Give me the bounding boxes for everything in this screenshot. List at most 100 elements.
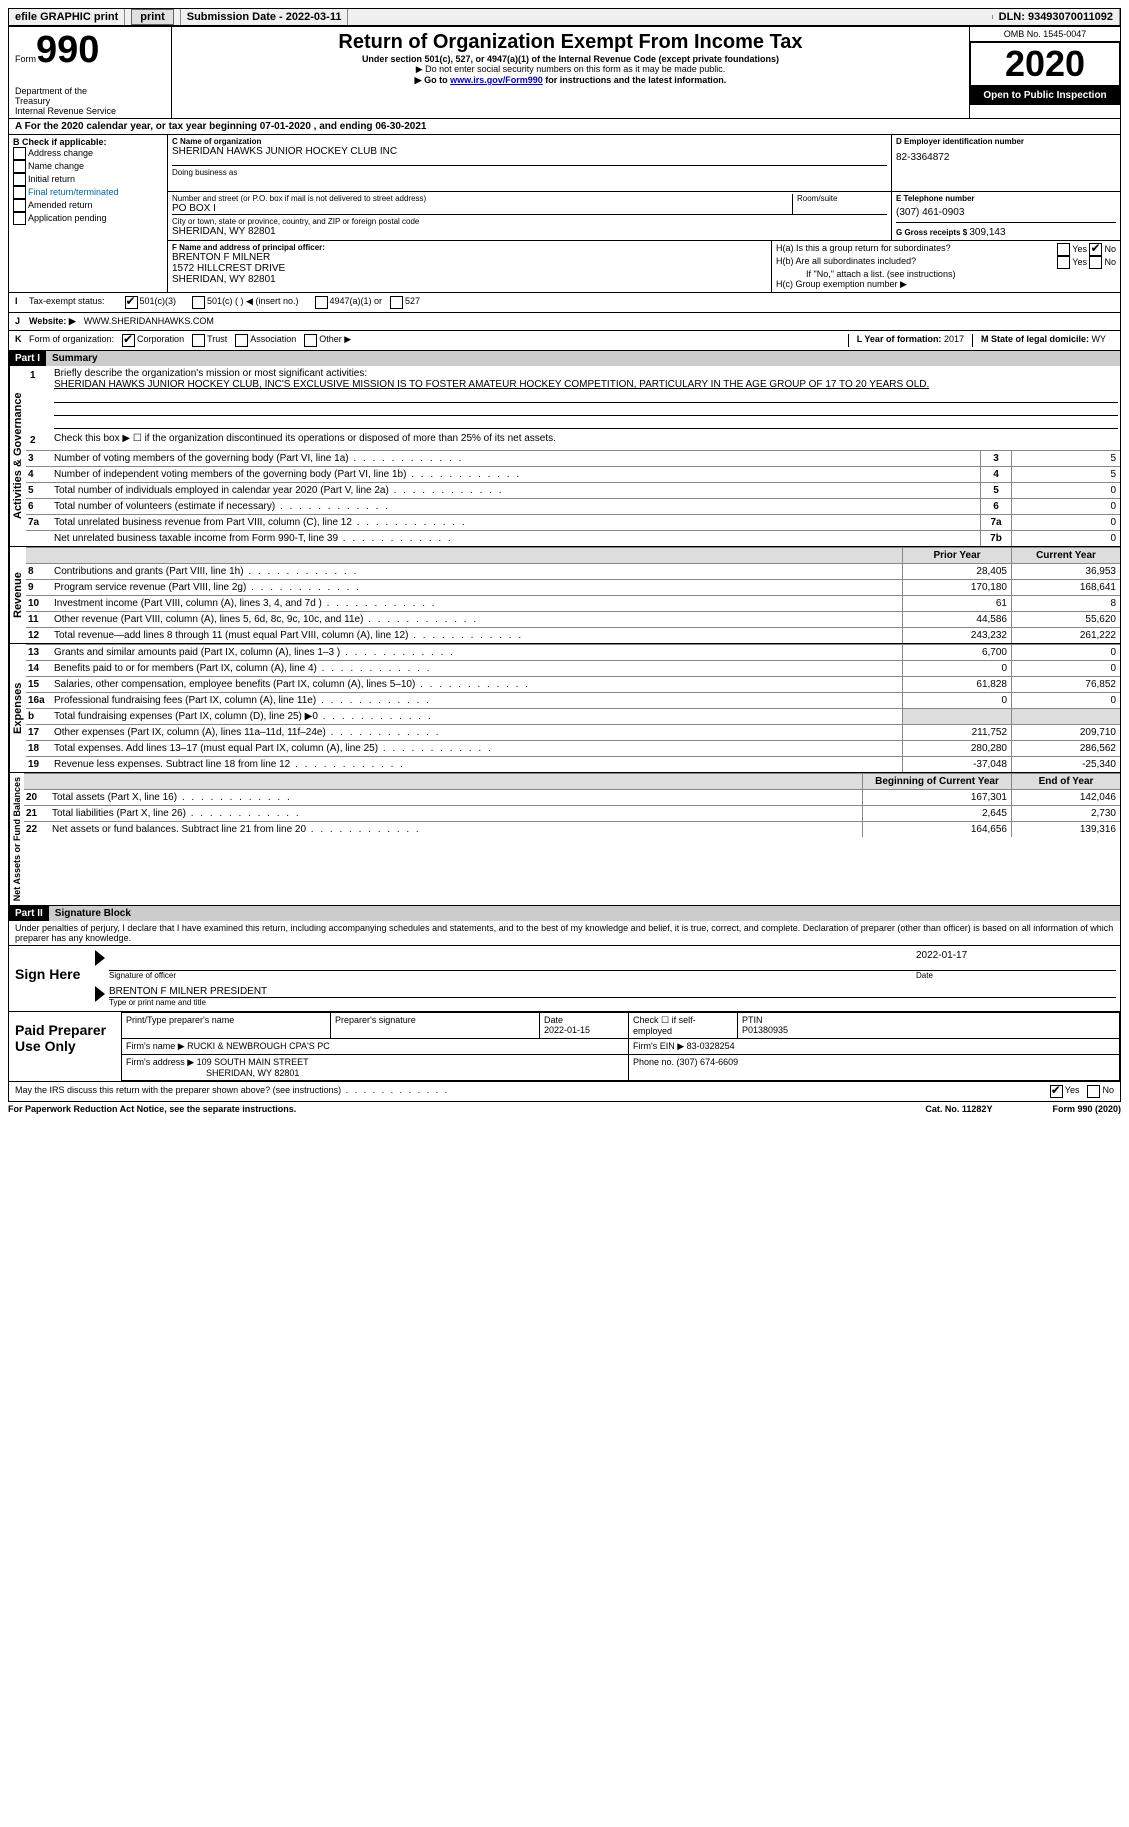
b-opt-0: Address change [13,147,163,160]
net-header: Beginning of Current Year End of Year [24,773,1120,789]
ha-label: H(a) Is this a group return for subordin… [776,243,1057,256]
preparer-table: Print/Type preparer's name Preparer's si… [121,1012,1120,1081]
gov-line: Net unrelated business taxable income fr… [26,530,1120,546]
gov-line: 4Number of independent voting members of… [26,466,1120,482]
state-domicile: WY [1092,334,1107,344]
omb-number: OMB No. 1545-0047 [970,27,1120,42]
data-line: 14Benefits paid to or for members (Part … [26,660,1120,676]
hc-label: H(c) Group exemption number ▶ [776,279,1116,290]
gross-receipts: 309,143 [969,227,1005,238]
vlabel-net: Net Assets or Fund Balances [9,773,24,905]
data-line: 21Total liabilities (Part X, line 26)2,6… [24,805,1120,821]
dln-label: DLN: [999,11,1028,23]
net-block: Net Assets or Fund Balances Beginning of… [8,773,1121,906]
efile-top-bar: efile GRAPHIC print print Submission Dat… [8,8,1121,26]
rev-header: Prior Year Current Year [26,547,1120,563]
self-emp: Check ☐ if self-employed [629,1013,738,1039]
section-i: I Tax-exempt status: 501(c)(3) 501(c) ( … [8,293,1121,313]
chk-501c3 [125,296,138,309]
street-addr: PO BOX I [172,203,792,214]
firm-addr2: SHERIDAN, WY 82801 [126,1068,299,1078]
d-label: D Employer identification number [896,137,1116,146]
dept-line1: Department of the [15,86,165,96]
arrow-icon [95,950,105,966]
data-line: 20Total assets (Part X, line 16)167,3011… [24,789,1120,805]
data-line: 22Net assets or fund balances. Subtract … [24,821,1120,837]
city-label: City or town, state or province, country… [172,217,887,226]
year-formation: 2017 [944,334,964,344]
part1-header: Part I [9,351,46,366]
chk-other [304,334,317,347]
section-k: K Form of organization: Corporation Trus… [8,331,1121,351]
chk-501c [192,296,205,309]
b-label: B Check if applicable: [13,137,163,147]
officer-printed: BRENTON F MILNER PRESIDENT [109,986,1116,998]
irs-link[interactable]: www.irs.gov/Form990 [450,75,543,85]
org-name: SHERIDAN HAWKS JUNIOR HOCKEY CLUB INC [172,146,887,157]
print-button[interactable]: print [131,9,173,25]
tax-year: 2020 [970,42,1120,86]
arrow-icon [95,986,105,1002]
part2-title: Signature Block [49,906,1120,921]
firm-name: RUCKI & NEWBROUGH CPA'S PC [187,1041,330,1051]
identity-block: B Check if applicable: Address change Na… [8,135,1121,293]
mission-text: SHERIDAN HAWKS JUNIOR HOCKEY CLUB, INC'S… [54,379,1118,390]
note2-pre: ▶ Go to [415,75,450,85]
data-line: 19Revenue less expenses. Subtract line 1… [26,756,1120,772]
dba-label: Doing business as [172,168,887,177]
data-line: bTotal fundraising expenses (Part IX, co… [26,708,1120,724]
q2-text: Check this box ▶ ☐ if the organization d… [54,433,1118,448]
room-label: Room/suite [797,194,887,203]
open-public: Open to Public Inspection [970,86,1120,105]
officer-sub: Type or print name and title [109,998,1116,1007]
note2-post: for instructions and the latest informat… [543,75,727,85]
data-line: 9Program service revenue (Part VIII, lin… [26,579,1120,595]
part2-header-row: Part II Signature Block [8,906,1121,921]
form-subtitle: Under section 501(c), 527, or 4947(a)(1)… [176,54,965,64]
dept-line2: Treasury [15,96,165,106]
g-label: G Gross receipts $ [896,228,969,237]
c-label: C Name of organization [172,137,887,146]
discuss-yes [1050,1085,1063,1098]
form-title: Return of Organization Exempt From Incom… [176,31,965,54]
footer-left: For Paperwork Reduction Act Notice, see … [8,1104,296,1114]
hb-label: H(b) Are all subordinates included? [776,256,1057,269]
efile-label: efile GRAPHIC print [9,9,125,25]
sign-here-block: Sign Here 2022-01-17 Signature of office… [8,945,1121,1012]
phone-value: (307) 461-0903 [896,203,1116,222]
data-line: 12Total revenue—add lines 8 through 11 (… [26,627,1120,643]
part1-header-row: Part I Summary [8,351,1121,366]
data-line: 17Other expenses (Part IX, column (A), l… [26,724,1120,740]
section-j: J Website: ▶ WWW.SHERIDANHAWKS.COM [8,313,1121,331]
dln-value: 93493070011092 [1028,11,1113,23]
gov-line: 7aTotal unrelated business revenue from … [26,514,1120,530]
website-value: WWW.SHERIDANHAWKS.COM [84,316,214,327]
gov-line: 6Total number of volunteers (estimate if… [26,498,1120,514]
form-number: 990 [36,29,99,71]
revenue-block: Revenue Prior Year Current Year 8Contrib… [8,547,1121,644]
form-note1: ▶ Do not enter social security numbers o… [176,64,965,75]
firm-addr1: 109 SOUTH MAIN STREET [197,1057,309,1067]
gov-line: 5Total number of individuals employed in… [26,482,1120,498]
discuss-no [1087,1085,1100,1098]
part2-header: Part II [9,906,49,921]
b-opt-5: Application pending [13,212,163,225]
ein-value: 82-3364872 [896,152,1116,163]
footer-mid: Cat. No. 11282Y [925,1104,992,1114]
sign-here-label: Sign Here [9,946,91,1011]
chk-trust [192,334,205,347]
data-line: 16aProfessional fundraising fees (Part I… [26,692,1120,708]
addr-label: Number and street (or P.O. box if mail i… [172,194,792,203]
q1-text: Briefly describe the organization's miss… [54,368,1118,379]
data-line: 15Salaries, other compensation, employee… [26,676,1120,692]
officer-addr2: SHERIDAN, WY 82801 [172,274,767,285]
gov-line: 3Number of voting members of the governi… [26,450,1120,466]
ptin: P01380935 [742,1025,788,1035]
paid-prep-label: Paid Preparer Use Only [9,1012,121,1081]
chk-assoc [235,334,248,347]
page-footer: For Paperwork Reduction Act Notice, see … [8,1102,1121,1116]
date-label: Date [916,971,1116,980]
chk-4947 [315,296,328,309]
e-label: E Telephone number [896,194,1116,203]
declaration: Under penalties of perjury, I declare th… [8,921,1121,945]
